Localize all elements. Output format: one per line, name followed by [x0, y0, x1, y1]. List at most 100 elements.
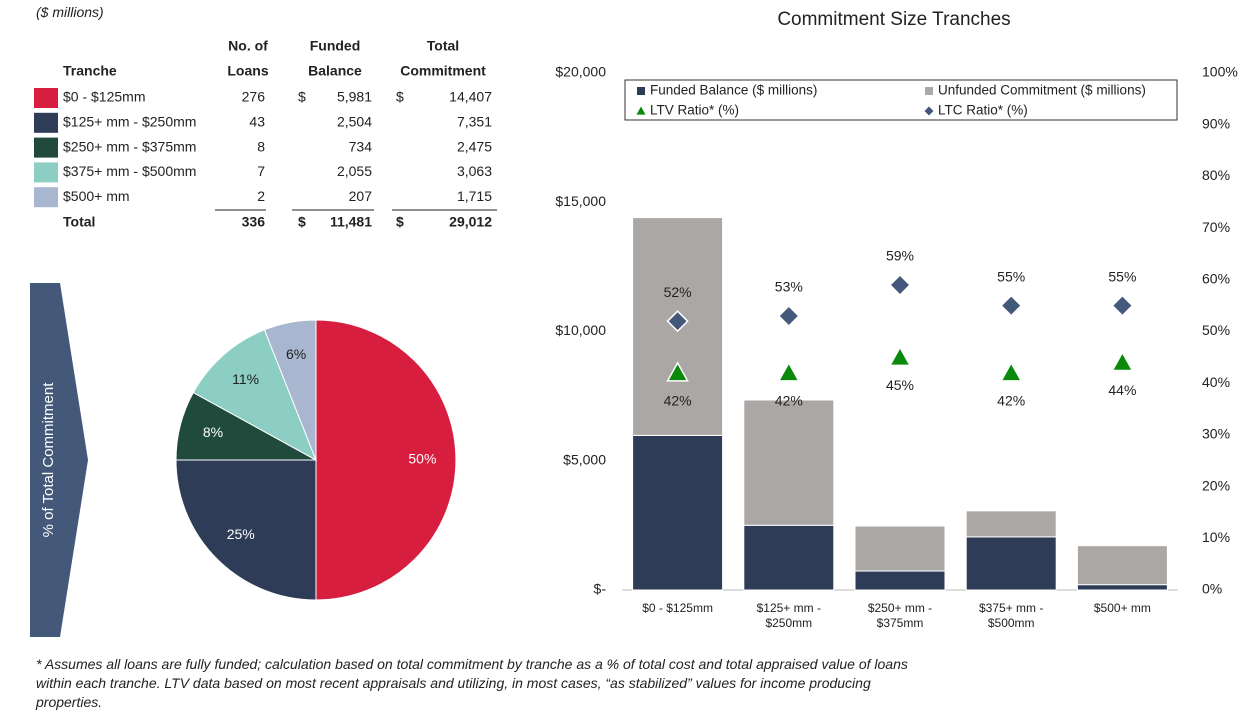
- tranche-swatch: [34, 112, 58, 133]
- funded: 5,981: [337, 89, 372, 105]
- tranche-name: $250+ mm - $375mm: [63, 138, 196, 154]
- triangle-marker: [1111, 350, 1134, 372]
- pie-label: 8%: [203, 424, 223, 440]
- y2-tick-label: 70%: [1202, 219, 1230, 235]
- x-tick-label: $375+ mm - $500mm: [979, 601, 1044, 630]
- table-header: Loans: [227, 63, 268, 79]
- loans: 2: [257, 188, 265, 204]
- pie-slice: [263, 319, 317, 461]
- triangle-marker: [999, 361, 1023, 382]
- y-tick-label: $-: [594, 581, 607, 597]
- y-tick-label: $10,000: [555, 322, 606, 338]
- x-tick-label: $250+ mm - $375mm: [867, 601, 933, 630]
- legend-label: Funded Balance ($ millions): [650, 83, 817, 98]
- loans: 43: [249, 114, 265, 130]
- currency: $: [298, 214, 306, 230]
- triangle-marker: [777, 361, 801, 382]
- tranche-name: $500+ mm: [63, 188, 130, 204]
- diamond-marker: [888, 273, 912, 297]
- currency: $: [396, 89, 404, 105]
- y2-tick-label: 0%: [1202, 581, 1222, 597]
- currency: $: [396, 214, 404, 230]
- y2-tick-label: 40%: [1202, 374, 1230, 390]
- commitment: 14,407: [449, 89, 492, 105]
- table-header: Total: [427, 38, 459, 54]
- funded: 11,481: [330, 214, 372, 230]
- bar-segment: [965, 536, 1057, 591]
- tranche-swatch: [34, 137, 58, 158]
- table-header: Funded: [310, 38, 361, 54]
- y-tick-label: $20,000: [555, 64, 606, 80]
- y2-tick-label: 10%: [1202, 529, 1230, 545]
- side-label: % of Total Commitment: [40, 382, 57, 538]
- pie-slice: [192, 329, 317, 462]
- units-note: ($ millions): [36, 4, 104, 20]
- tranche-name: $125+ mm - $250mm: [63, 114, 196, 130]
- legend-symbol: [637, 87, 645, 95]
- legend-symbol: [924, 106, 934, 116]
- table-header: Balance: [308, 63, 362, 79]
- loans: 7: [257, 163, 265, 179]
- x-tick-label: $0 - $125mm: [642, 601, 713, 615]
- bar-segment: [854, 525, 946, 572]
- pie-label: 6%: [286, 346, 306, 362]
- commitment: 29,012: [449, 214, 492, 230]
- loans: 276: [242, 89, 266, 105]
- y2-tick-label: 50%: [1202, 322, 1230, 338]
- y-tick-label: $5,000: [563, 451, 606, 467]
- data-label: 52%: [664, 284, 692, 300]
- funded: 734: [349, 138, 373, 154]
- legend-symbol: [925, 87, 933, 95]
- y2-tick-label: 90%: [1202, 115, 1230, 131]
- y2-tick-label: 30%: [1202, 426, 1230, 442]
- legend-label: LTC Ratio* (%): [938, 103, 1028, 118]
- bar-segment: [632, 434, 724, 591]
- legend-label: LTV Ratio* (%): [650, 103, 739, 118]
- pie-slice: [315, 319, 457, 601]
- y2-tick-label: 60%: [1202, 271, 1230, 287]
- bar-segment: [965, 510, 1057, 538]
- data-label: 55%: [997, 268, 1025, 284]
- data-label: 42%: [997, 393, 1025, 409]
- bar-segment: [1076, 545, 1168, 586]
- data-label: 53%: [775, 279, 803, 295]
- commitment: 2,475: [457, 138, 492, 154]
- table-header: No. of: [228, 38, 268, 54]
- triangle-marker: [666, 361, 689, 382]
- triangle-marker: [888, 345, 912, 367]
- diamond-marker: [1000, 294, 1023, 317]
- data-label: 42%: [775, 393, 803, 409]
- data-label: 44%: [1108, 382, 1136, 398]
- loans: 336: [242, 214, 266, 230]
- diamond-marker: [777, 304, 800, 328]
- data-label: 42%: [664, 393, 692, 409]
- tranche-swatch: [34, 187, 58, 208]
- chart-title: Commitment Size Tranches: [777, 9, 1010, 30]
- legend-symbol: [636, 106, 646, 115]
- y-tick-label: $15,000: [555, 193, 606, 209]
- y2-tick-label: 80%: [1202, 167, 1230, 183]
- bar-segment: [743, 524, 835, 591]
- data-label: 55%: [1108, 268, 1136, 284]
- commitment: 1,715: [457, 188, 492, 204]
- funded: 2,504: [337, 114, 372, 130]
- bar-segment: [854, 570, 946, 591]
- tranche-name: Total: [63, 214, 95, 230]
- y2-tick-label: 100%: [1202, 64, 1238, 80]
- side-chevron: [30, 283, 88, 637]
- x-tick-label: $500+ mm: [1093, 601, 1151, 615]
- pie-label: 25%: [227, 526, 255, 542]
- table-header: Commitment: [400, 63, 486, 79]
- funded: 2,055: [337, 163, 372, 179]
- table-header: Tranche: [63, 63, 117, 79]
- pie-label: 11%: [232, 371, 259, 387]
- funded: 207: [349, 188, 373, 204]
- bar-segment: [1076, 584, 1168, 591]
- y2-tick-label: 20%: [1202, 477, 1230, 493]
- pie-slice: [175, 459, 317, 601]
- tranche-swatch: [34, 162, 58, 183]
- data-label: 45%: [886, 377, 914, 393]
- legend-box: [624, 79, 1178, 121]
